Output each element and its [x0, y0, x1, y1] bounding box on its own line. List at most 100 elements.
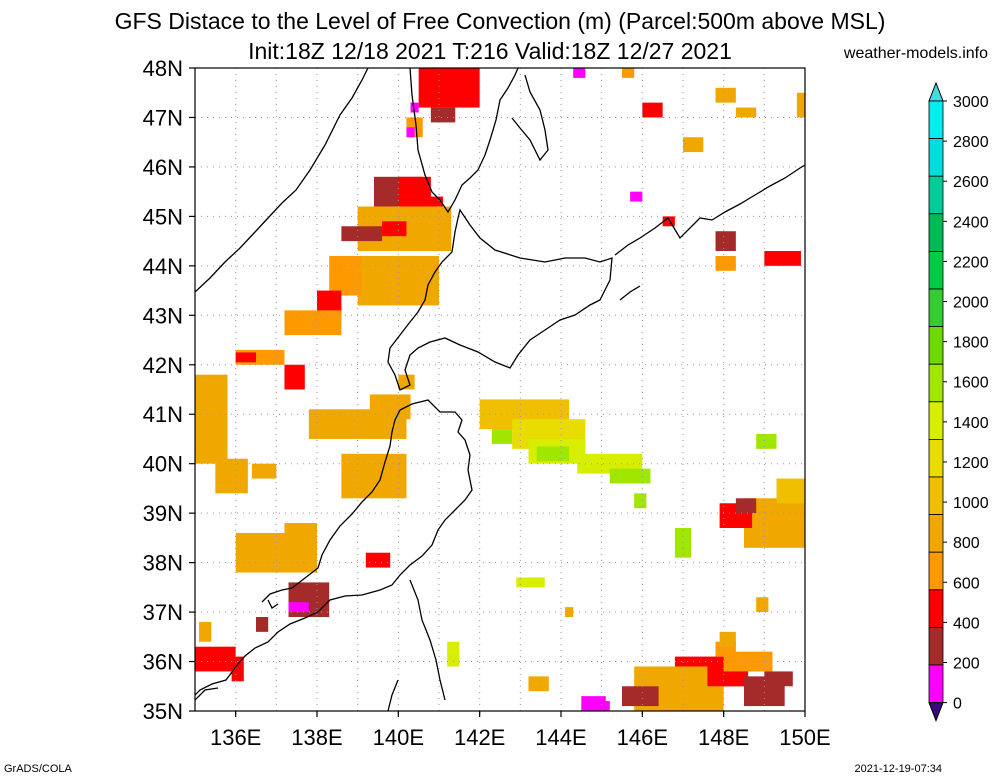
footer-software: GrADS/COLA: [4, 763, 72, 775]
lon-tick-label: 142E: [454, 725, 505, 750]
chart-title-line2: Init:18Z 12/18 2021 T:216 Valid:18Z 12/2…: [248, 38, 732, 64]
field-cell: [735, 107, 757, 118]
colorbar-segment: [928, 175, 944, 215]
field-cell: [597, 701, 610, 711]
colorbar-under-arrow: [928, 702, 944, 722]
colorbar-segment: [928, 476, 944, 515]
field-cell: [764, 251, 801, 266]
lon-tick-label: 148E: [698, 725, 749, 750]
field-cell: [430, 107, 456, 123]
colorbar-label: 3000: [953, 94, 989, 111]
lat-tick-label: 47N: [143, 105, 183, 130]
lat-tick-label: 41N: [143, 402, 183, 427]
colorbar-label: 1000: [953, 495, 989, 512]
field-cell: [715, 231, 736, 252]
field-cell: [199, 621, 212, 642]
field-cell: [398, 374, 415, 390]
field-cell: [630, 191, 643, 202]
colorbar-label: 1200: [953, 455, 989, 472]
kuril-islands: [614, 164, 805, 256]
field-cell: [256, 617, 269, 632]
lon-tick-label: 136E: [210, 725, 261, 750]
field-cell: [195, 374, 228, 464]
colorbar-segment: [928, 627, 944, 666]
lat-tick-label: 43N: [143, 303, 183, 328]
field-cell: [284, 364, 305, 390]
colorbar-segment: [928, 401, 944, 440]
colorbar-label: 600: [953, 575, 980, 592]
lon-tick-label: 140E: [373, 725, 424, 750]
honshu-coast: [195, 399, 473, 696]
colorbar-segment: [928, 288, 944, 327]
colorbar-label: 2600: [953, 174, 989, 191]
field-cell: [634, 493, 647, 509]
colorbar-segment: [928, 589, 944, 628]
lon-tick-label: 150E: [779, 725, 830, 750]
field-cell: [573, 68, 586, 78]
footer-timestamp: 2021-12-19-07:34: [854, 763, 942, 775]
colorbar-segment: [928, 551, 944, 591]
colorbar-segment: [928, 100, 944, 139]
field-cell: [369, 394, 411, 420]
field-cell: [251, 463, 277, 479]
colorbar-label: 0: [953, 696, 962, 713]
colorbar-label: 2800: [953, 134, 989, 151]
lat-tick-label: 44N: [143, 254, 183, 279]
field-cell: [756, 434, 777, 449]
field-cell: [195, 646, 236, 672]
lat-tick-label: 39N: [143, 501, 183, 526]
colorbar-segment: [928, 213, 944, 252]
field-cell: [565, 607, 574, 618]
colorbar-label: 1400: [953, 415, 989, 432]
field-cell: [536, 446, 570, 462]
field-cell: [418, 68, 480, 108]
lat-tick-label: 36N: [143, 650, 183, 675]
colorbar-segment: [928, 363, 944, 403]
field-cell: [382, 221, 407, 237]
lat-tick-label: 42N: [143, 353, 183, 378]
field-cell: [642, 102, 663, 118]
field-cell: [723, 651, 773, 672]
field-cell: [776, 478, 805, 504]
field-cell: [796, 92, 805, 118]
lat-tick-label: 35N: [143, 699, 183, 724]
field-cell: [406, 127, 415, 138]
coastline: [195, 68, 805, 711]
field-cell: [365, 552, 391, 568]
field-cell: [231, 656, 244, 682]
sakhalin-east-coast: [511, 74, 549, 162]
chart-title-line1: GFS Distace to the Level of Free Convect…: [114, 8, 886, 34]
plot-frame: [194, 67, 806, 712]
field-cell: [491, 429, 513, 444]
field-cell: [284, 310, 342, 336]
lat-tick-label: 46N: [143, 155, 183, 180]
field-cell: [662, 216, 675, 227]
field-cell: [357, 255, 439, 306]
field-cell: [528, 676, 549, 692]
colorbar: 0 200 400 600 800 1000 1200 1400 1600 1800 2000 220…: [928, 81, 989, 722]
colorbar-segment: [928, 664, 944, 703]
field-cell: [235, 352, 256, 363]
field-cell: [329, 255, 362, 296]
field-cell: [341, 453, 407, 499]
field-cell: [764, 671, 793, 687]
field-cell: [719, 631, 736, 647]
field-cell: [715, 255, 736, 271]
field-cell: [516, 577, 545, 588]
field-cell: [683, 137, 704, 153]
field-cell: [235, 532, 317, 573]
colorbar-label: 400: [953, 615, 980, 632]
lfc-field: [195, 68, 805, 711]
hokkaido-coast: [387, 208, 613, 391]
lat-tick-label: 40N: [143, 452, 183, 477]
field-cell: [288, 602, 309, 613]
colorbar-label: 1600: [953, 375, 989, 392]
map-axes: 35N 36N 37N 38N 39N 40N 41N 42N 43N 44N 45N 46N 47N 4…: [143, 56, 831, 750]
field-cell: [715, 87, 736, 103]
colorbar-label: 2000: [953, 295, 989, 312]
field-cell: [341, 226, 383, 242]
colorbar-segment: [928, 250, 944, 290]
field-cell: [609, 468, 651, 484]
field-cell: [447, 641, 460, 667]
